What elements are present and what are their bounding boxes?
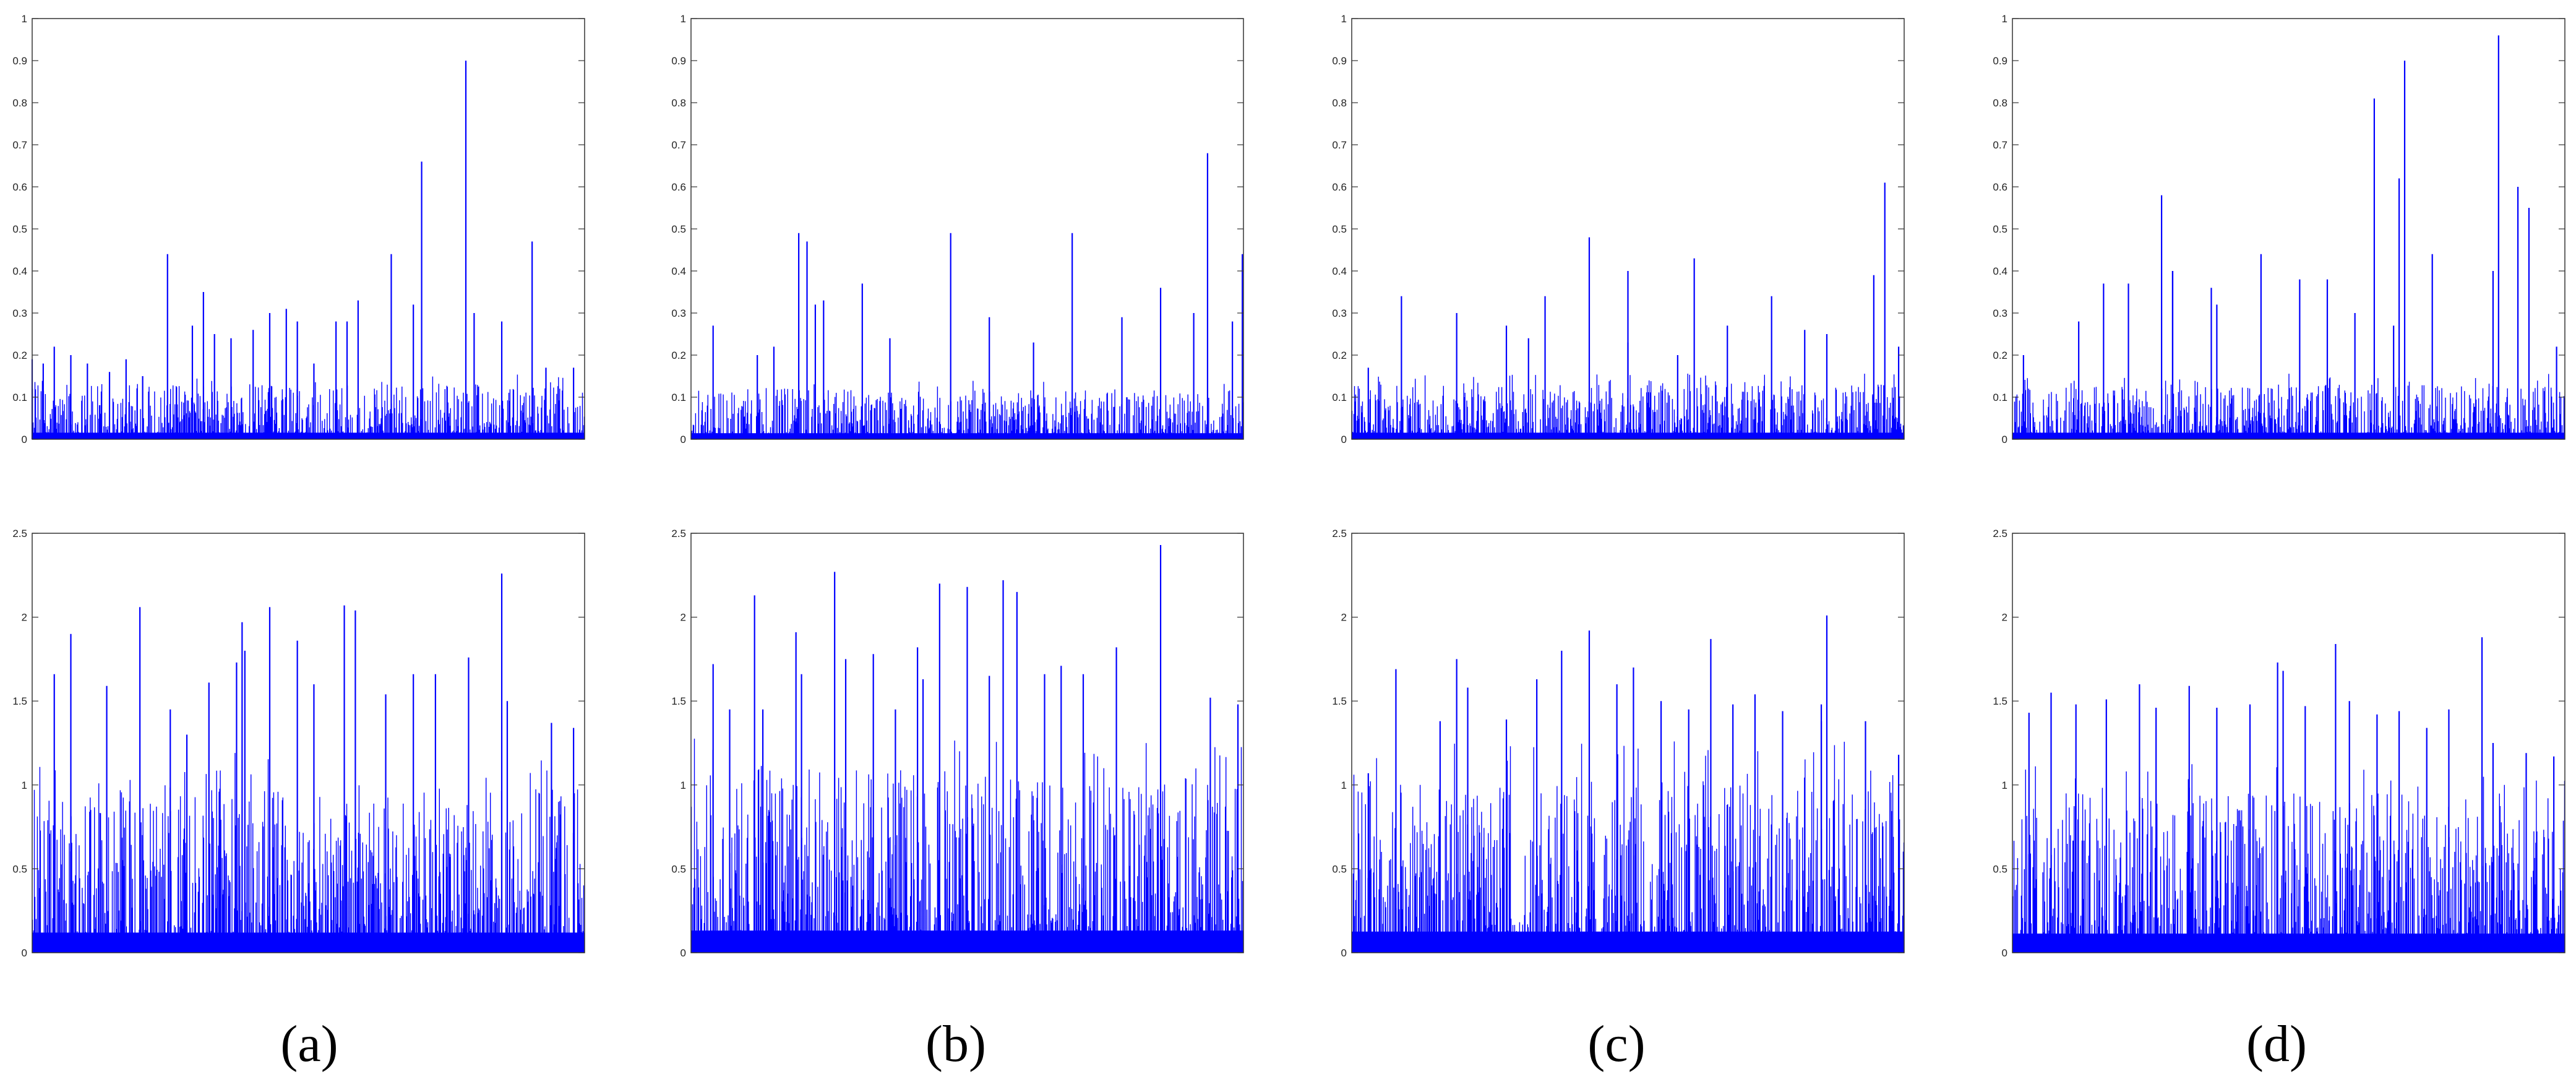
caption-b: (b) (925, 1015, 986, 1073)
y-tick-label-8: 0.8 (12, 97, 27, 109)
y-tick-label-1: 0.5 (12, 863, 27, 875)
y-tick-label-8: 0.8 (1332, 97, 1347, 109)
y-tick-label-3: 0.3 (1993, 307, 2007, 319)
y-tick-label-5: 2.5 (1332, 528, 1347, 539)
y-tick-label-4: 0.4 (671, 265, 686, 277)
y-tick-label-2: 1 (1341, 779, 1347, 791)
y-tick-label-5: 0.5 (1332, 223, 1347, 235)
y-tick-label-3: 1.5 (1332, 695, 1347, 707)
chart-panel-a-bottom: 0 0.5 1 1.5 2 2.5 (12, 528, 585, 959)
signal-baseline (32, 432, 585, 439)
y-tick-label-5: 2.5 (1993, 528, 2007, 539)
y-tick-label-10: 1 (2002, 13, 2007, 25)
signal-noise (2012, 374, 2565, 439)
y-tick-label-0: 0 (2002, 947, 2007, 959)
y-tick-label-0: 0 (22, 947, 27, 959)
signal-baseline (2012, 432, 2565, 439)
y-tick-label-7: 0.7 (12, 139, 27, 151)
signal-baseline (32, 932, 585, 953)
caption-d: (d) (2246, 1015, 2307, 1073)
signal-baseline (1352, 931, 1904, 953)
y-tick-label-1: 0.1 (12, 392, 27, 403)
y-tick-label-4: 0.4 (12, 265, 27, 277)
y-tick-label-6: 0.6 (12, 181, 27, 193)
y-tick-label-0: 0 (680, 947, 686, 959)
chart-panel-a-top: 0 0.1 0.2 0.3 0.4 0.5 0.6 0.7 0.8 0.9 1 (12, 13, 585, 445)
y-tick-label-0: 0 (2002, 434, 2007, 445)
chart-panel-b-bottom: 0 0.5 1 1.5 2 2.5 (671, 528, 1244, 959)
y-tick-label-2: 0.2 (12, 350, 27, 361)
y-tick-label-5: 0.5 (12, 223, 27, 235)
y-tick-label-10: 1 (680, 13, 686, 25)
y-tick-label-4: 0.4 (1993, 265, 2007, 277)
chart-panel-d-bottom: 0 0.5 1 1.5 2 2.5 (1993, 528, 2565, 959)
y-tick-label-1: 0.5 (671, 863, 686, 875)
axes-frame (1351, 533, 1905, 953)
y-tick-label-0: 0 (1341, 947, 1347, 959)
y-tick-label-5: 2.5 (671, 528, 686, 539)
y-tick-label-0: 0 (1341, 434, 1347, 445)
y-tick-label-1: 0.1 (1332, 392, 1347, 403)
y-tick-label-9: 0.9 (12, 55, 27, 67)
y-tick-label-3: 0.3 (1332, 307, 1347, 319)
chart-panel-d-top: 0 0.1 0.2 0.3 0.4 0.5 0.6 0.7 0.8 0.9 1 (1993, 13, 2565, 445)
y-tick-label-9: 0.9 (671, 55, 686, 67)
y-tick-label-4: 2 (22, 612, 27, 624)
axes-frame (690, 533, 1244, 953)
y-tick-label-0: 0 (22, 434, 27, 445)
y-tick-label-1: 0.1 (1993, 392, 2007, 403)
chart-panel-c-top: 0 0.1 0.2 0.3 0.4 0.5 0.6 0.7 0.8 0.9 1 (1332, 13, 1905, 445)
y-tick-label-1: 0.5 (1332, 863, 1347, 875)
chart-panel-c-bottom: 0 0.5 1 1.5 2 2.5 (1332, 528, 1905, 959)
y-tick-label-5: 0.5 (1993, 223, 2007, 235)
signal-baseline (691, 433, 1243, 439)
y-tick-label-3: 0.3 (12, 307, 27, 319)
y-tick-label-4: 2 (680, 612, 686, 624)
y-tick-label-2: 0.2 (671, 350, 686, 361)
y-tick-label-4: 2 (1341, 612, 1347, 624)
y-tick-label-0: 0 (680, 434, 686, 445)
panels-group: 00.10.20.30.40.50.60.70.80.9100.10.20.30… (12, 13, 2565, 959)
y-tick-label-1: 0.5 (1993, 863, 2007, 875)
y-tick-label-9: 0.9 (1332, 55, 1347, 67)
y-tick-label-2: 0.2 (1993, 350, 2007, 361)
y-tick-label-6: 0.6 (671, 181, 686, 193)
y-tick-label-7: 0.7 (671, 139, 686, 151)
y-tick-label-7: 0.7 (1332, 139, 1347, 151)
y-tick-label-10: 1 (1341, 13, 1347, 25)
y-tick-label-2: 1 (680, 779, 686, 791)
y-tick-label-5: 0.5 (671, 223, 686, 235)
y-tick-label-2: 1 (22, 779, 27, 791)
y-tick-label-4: 2 (2002, 612, 2007, 624)
y-tick-label-3: 1.5 (12, 695, 27, 707)
axes-frame (2012, 533, 2565, 953)
captions-group: (a) (b) (c) (d) (280, 1015, 2307, 1073)
caption-c: (c) (1587, 1015, 1645, 1073)
y-tick-label-8: 0.8 (1993, 97, 2007, 109)
y-tick-label-8: 0.8 (671, 97, 686, 109)
signal-baseline (2012, 934, 2565, 953)
axes-frame (32, 533, 585, 953)
y-tick-label-6: 0.6 (1332, 181, 1347, 193)
y-tick-label-4: 0.4 (1332, 265, 1347, 277)
y-tick-label-7: 0.7 (1993, 139, 2007, 151)
y-tick-label-10: 1 (22, 13, 27, 25)
y-tick-label-2: 0.2 (1332, 350, 1347, 361)
y-tick-label-3: 1.5 (671, 695, 686, 707)
y-tick-label-3: 0.3 (671, 307, 686, 319)
y-tick-label-2: 1 (2002, 779, 2007, 791)
caption-a: (a) (280, 1015, 338, 1073)
y-tick-label-9: 0.9 (1993, 55, 2007, 67)
y-tick-label-5: 2.5 (12, 528, 27, 539)
y-tick-label-6: 0.6 (1993, 181, 2007, 193)
y-tick-label-1: 0.1 (671, 392, 686, 403)
chart-panel-b-top: 0 0.1 0.2 0.3 0.4 0.5 0.6 0.7 0.8 0.9 1 (671, 13, 1244, 445)
y-tick-label-3: 1.5 (1993, 695, 2007, 707)
